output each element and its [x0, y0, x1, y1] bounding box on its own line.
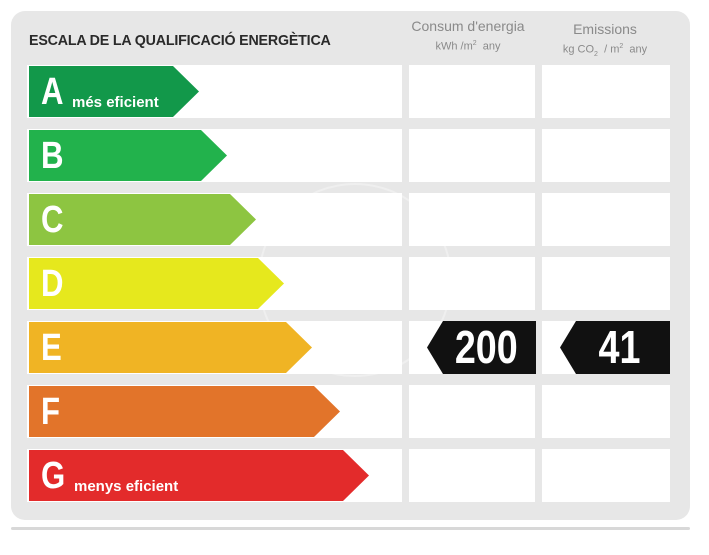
emissions-cell	[542, 257, 670, 310]
consum-cell	[409, 385, 535, 438]
rating-row-c: C	[0, 193, 709, 246]
rating-caption: més eficient	[72, 94, 159, 111]
rating-letter: E	[41, 327, 62, 369]
rating-row-e: E 200 41	[0, 321, 709, 374]
rating-row-g: G menys eficient	[0, 449, 709, 502]
consum-cell	[409, 257, 535, 310]
rating-arrow-d: D	[29, 258, 284, 309]
emissions-value: 41	[598, 321, 641, 373]
consum-cell	[409, 129, 535, 182]
rating-arrow-g: G menys eficient	[29, 450, 369, 501]
rating-row-d: D	[0, 257, 709, 310]
rating-row-b: B	[0, 129, 709, 182]
emissions-label: Emissions	[573, 21, 637, 37]
bar-cell: D	[27, 257, 402, 310]
scale-title: ESCALA DE LA QUALIFICACIÓ ENERGÈTICA	[29, 32, 331, 49]
rating-letter: A	[41, 71, 64, 113]
rating-caption: menys eficient	[74, 478, 179, 495]
bar-cell: G menys eficient	[27, 449, 402, 502]
bar-cell: F	[27, 385, 402, 438]
rating-letter: D	[41, 263, 64, 305]
rating-row-f: F	[0, 385, 709, 438]
rating-arrow-c: C	[29, 194, 256, 245]
consum-column-header: Consum d'energia kWh /m2 any	[409, 17, 527, 56]
rating-arrow-b: B	[29, 130, 227, 181]
rating-row-a: A més eficient	[0, 65, 709, 118]
rating-letter: G	[41, 455, 66, 497]
bar-cell: C	[27, 193, 402, 246]
emissions-unit: kg CO2 / m2 any	[562, 43, 648, 58]
rating-arrow-a: A més eficient	[29, 66, 199, 117]
rating-letter: B	[41, 135, 64, 177]
rating-letter: C	[41, 199, 64, 241]
rating-arrow-e: E	[29, 322, 312, 373]
consum-cell	[409, 449, 535, 502]
consum-cell	[409, 193, 535, 246]
consum-value-marker: 200	[427, 321, 536, 374]
consum-cell	[409, 65, 535, 118]
rating-arrow-f: F	[29, 386, 340, 437]
emissions-cell	[542, 129, 670, 182]
emissions-cell	[542, 385, 670, 438]
consum-value: 200	[454, 321, 518, 373]
bar-cell: B	[27, 129, 402, 182]
rating-letter: F	[41, 391, 61, 433]
consum-unit: kWh /m2 any	[435, 40, 501, 53]
consum-label: Consum d'energia	[411, 18, 525, 34]
emissions-cell	[542, 193, 670, 246]
bar-cell: E	[27, 321, 402, 374]
emissions-value-marker: 41	[560, 321, 670, 374]
emissions-cell	[542, 449, 670, 502]
emissions-cell	[542, 65, 670, 118]
bottom-divider	[11, 527, 690, 530]
bar-cell: A més eficient	[27, 65, 402, 118]
emissions-column-header: Emissions kg CO2 / m2 any	[541, 20, 669, 64]
